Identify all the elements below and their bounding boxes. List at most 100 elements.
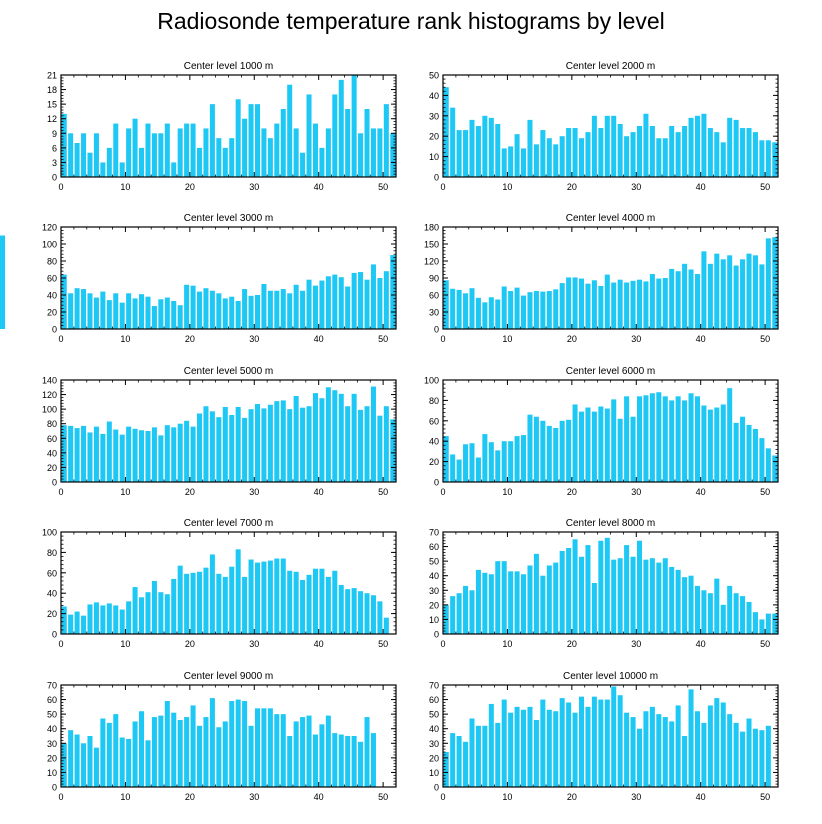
histogram-bar [662, 278, 668, 329]
histogram-bar [585, 132, 591, 177]
histogram-bar [488, 703, 494, 787]
histogram-bar [553, 144, 559, 177]
histogram-bar [319, 568, 325, 634]
histogram-bar [682, 577, 688, 634]
histogram-bar [300, 579, 306, 634]
histogram-bar [100, 162, 106, 177]
histogram-bar [197, 147, 203, 177]
y-tick-label: 60 [429, 542, 439, 552]
histogram-bar [630, 416, 636, 482]
histogram-bar [132, 118, 138, 177]
histogram-bar [274, 558, 280, 634]
histogram-panel: Center level 1000 m 0 3 6 9 12 15 18 21 0 10 20 30 40… [47, 61, 397, 192]
histogram-bar [113, 293, 119, 329]
histogram-bar [267, 404, 273, 482]
y-tick-label: 140 [42, 376, 57, 386]
y-tick-label: 50 [47, 710, 57, 720]
histogram-bar [132, 428, 138, 482]
histogram-bar [119, 737, 125, 787]
histogram-bar [682, 263, 688, 329]
histogram-bar [325, 128, 331, 177]
histogram-bar [126, 601, 132, 634]
histogram-bar [521, 148, 527, 177]
histogram-bar [119, 434, 125, 482]
histogram-bar [319, 398, 325, 482]
histogram-bar [126, 426, 132, 482]
histogram-bar [345, 286, 351, 329]
histogram-bar [274, 290, 280, 329]
x-tick-label: 20 [185, 639, 195, 649]
histogram-bar [617, 695, 623, 787]
histogram-bar [197, 571, 203, 634]
histogram-bar [463, 741, 469, 787]
histogram-bar [248, 725, 254, 787]
histogram-bar [93, 602, 99, 634]
histogram-bar [579, 278, 585, 329]
y-tick-label: 70 [47, 681, 57, 691]
x-tick-label: 50 [378, 792, 388, 802]
y-tick-label: 30 [429, 739, 439, 749]
histogram-bar [527, 565, 533, 634]
histogram-bar [694, 585, 700, 634]
histogram-panel: Center level 10000 m 0 10 20 30 40 50 60 70 0 10 20… [429, 671, 779, 802]
histogram-bar [274, 714, 280, 787]
histogram-bar [598, 406, 604, 482]
histogram-bar [540, 699, 546, 787]
histogram-bar [113, 605, 119, 634]
histogram-bar [508, 291, 514, 329]
histogram-bar [113, 714, 119, 787]
y-tick-label: 40 [47, 448, 57, 458]
histogram-bar [733, 722, 739, 787]
histogram-bar [521, 435, 527, 482]
histogram-bar [209, 554, 215, 634]
histogram-bar [106, 147, 112, 177]
histogram-bar [707, 263, 713, 329]
histogram-bar [106, 603, 112, 634]
histogram-bar [727, 388, 733, 482]
histogram-bar [235, 406, 241, 482]
histogram-bar [351, 588, 357, 634]
y-tick-label: 60 [47, 274, 57, 284]
x-tick-label: 20 [567, 334, 577, 344]
histogram-bar [93, 297, 99, 329]
histogram-bar [662, 558, 668, 634]
x-tick-label: 40 [314, 639, 324, 649]
histogram-bar [325, 276, 331, 329]
histogram-bar [61, 743, 67, 787]
histogram-bar [675, 569, 681, 634]
histogram-panel: Center level 6000 m 0 20 40 60 80 100 0 10 20 30 40… [424, 366, 779, 497]
histogram-bar [540, 575, 546, 634]
histogram-bar [177, 565, 183, 634]
histogram-bar [714, 698, 720, 787]
y-tick-label: 60 [47, 568, 57, 578]
histogram-bar [383, 104, 389, 177]
histogram-bar [87, 152, 93, 177]
histogram-bar [274, 401, 280, 482]
histogram-bar [184, 573, 190, 634]
x-tick-label: 10 [502, 792, 512, 802]
x-tick-label: 10 [120, 334, 130, 344]
histogram-bar [87, 293, 93, 329]
histogram-bar [345, 736, 351, 787]
histogram-bar [643, 281, 649, 329]
histogram-bar [203, 288, 209, 329]
histogram-bar [203, 128, 209, 177]
histogram-bar [274, 123, 280, 177]
histogram-bar [184, 284, 190, 329]
histogram-bar [306, 279, 312, 329]
histogram-bar [572, 404, 578, 482]
histogram-bar [765, 238, 771, 329]
histogram-bar [669, 268, 675, 329]
histogram-bar [338, 734, 344, 787]
histogram-bar [714, 253, 720, 329]
histogram-bar [261, 128, 267, 177]
x-tick-label: 50 [760, 639, 770, 649]
panel-title: Center level 6000 m [566, 366, 656, 377]
histogram-bar [720, 259, 726, 329]
histogram-bar [106, 300, 112, 329]
y-tick-label: 20 [47, 609, 57, 619]
histogram-bar [87, 736, 93, 787]
histogram-bar [325, 387, 331, 482]
histogram-bar [364, 109, 370, 177]
x-tick-label: 30 [249, 334, 259, 344]
